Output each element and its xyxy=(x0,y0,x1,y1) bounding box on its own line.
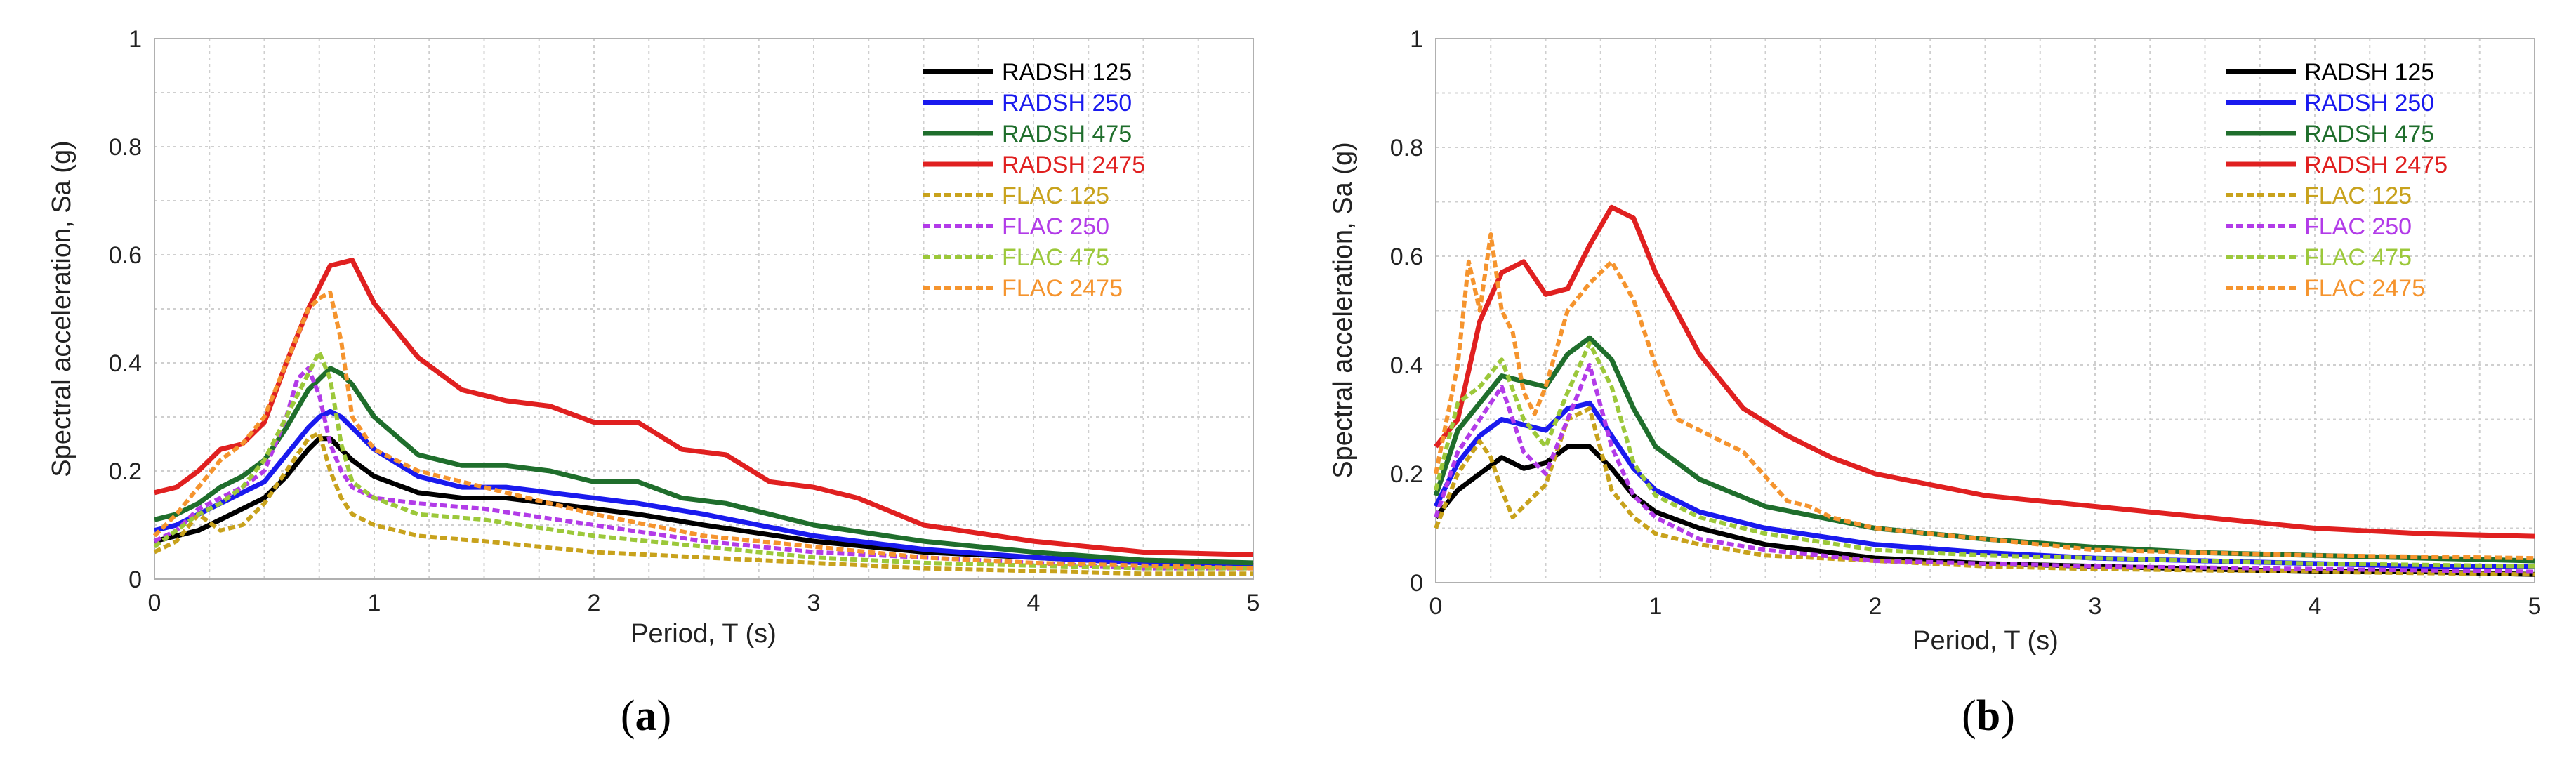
y-axis-label-b: Spectral acceleration, Sa (g) xyxy=(1328,142,1358,478)
x-tick-label: 0 xyxy=(1429,593,1443,620)
legend-label-radsh-250: RADSH 250 xyxy=(2304,90,2434,117)
legend-label-flac-250: FLAC 250 xyxy=(2304,213,2412,240)
panel-label-b-open: ( xyxy=(1962,692,1976,740)
legend-b: RADSH 125 RADSH 250 RADSH 475 RADSH 2475 FLA… xyxy=(2226,59,2448,302)
y-tick-label: 0.8 xyxy=(109,134,142,161)
y-tick-label: 0.6 xyxy=(1390,244,1423,270)
series-lines-b xyxy=(1433,204,2535,577)
y-tick-label: 0.6 xyxy=(109,242,142,269)
x-tick-label: 4 xyxy=(2309,593,2322,620)
series-line-flac-2475-b xyxy=(1434,232,2535,561)
series-lines-a xyxy=(152,258,1254,576)
x-tick-labels-a: 0 1 2 3 4 5 xyxy=(148,590,1260,616)
series-line-radsh-475-a xyxy=(154,366,1254,566)
y-axis-label-a: Spectral acceleration, Sa (g) xyxy=(47,140,77,477)
panel-label-a-close: ) xyxy=(657,692,672,740)
x-tick-label: 2 xyxy=(588,590,601,616)
legend-label-flac-475: FLAC 475 xyxy=(1002,244,1109,271)
legend-label-flac-2475: FLAC 2475 xyxy=(1002,275,1123,302)
legend-label-radsh-2475: RADSH 2475 xyxy=(1002,152,1145,178)
panel-label-a-letter: a xyxy=(635,692,657,740)
series-line-flac-250-b xyxy=(1434,363,2535,574)
y-tick-label: 0 xyxy=(1410,570,1423,597)
legend-label-flac-2475: FLAC 2475 xyxy=(2304,275,2425,302)
x-tick-label: 5 xyxy=(2528,593,2542,620)
series-line-flac-125-a xyxy=(153,431,1253,576)
legend-label-radsh-125: RADSH 125 xyxy=(2304,59,2434,86)
y-tick-label: 0.2 xyxy=(1390,461,1423,488)
x-tick-label: 3 xyxy=(807,590,821,616)
chart-panel-b: 0 0.2 0.4 0.6 0.8 1 0 1 2 3 4 5 Spectral accelerat… xyxy=(1328,26,2541,740)
series-line-radsh-2475-b xyxy=(1434,204,2535,539)
plot-area-frame-b xyxy=(1435,38,2535,583)
x-axis-label-a: Period, T (s) xyxy=(630,619,777,649)
x-tick-label: 0 xyxy=(148,590,161,616)
series-line-flac-2475-a xyxy=(152,290,1254,571)
x-tick-label: 1 xyxy=(1649,593,1663,620)
y-tick-label: 0.2 xyxy=(109,458,142,485)
y-tick-labels-a: 0 0.2 0.4 0.6 0.8 1 xyxy=(109,26,142,593)
legend-a: RADSH 125 RADSH 250 RADSH 475 RADSH 2475 FLA… xyxy=(923,59,1145,302)
x-tick-label: 3 xyxy=(2089,593,2102,620)
grid-lines-b xyxy=(1436,39,2535,583)
y-tick-label: 0.4 xyxy=(1390,352,1423,379)
panel-label-b-letter: b xyxy=(1976,692,2000,740)
panel-label-b: (b) xyxy=(1962,692,2015,740)
panel-label-a: (a) xyxy=(621,692,671,740)
series-line-radsh-250-b xyxy=(1433,400,2535,569)
legend-label-radsh-250: RADSH 250 xyxy=(1002,90,1132,117)
legend-label-radsh-125: RADSH 125 xyxy=(1002,59,1132,86)
grid-lines-a xyxy=(154,39,1253,579)
y-tick-label: 1 xyxy=(1410,26,1423,53)
chart-panel-a: 0 0.2 0.4 0.6 0.8 1 0 1 2 3 4 5 Spectral accelerat… xyxy=(47,26,1260,740)
y-tick-label: 0.4 xyxy=(109,350,142,377)
panel-label-b-close: ) xyxy=(2000,692,2015,740)
plot-area-frame-a xyxy=(154,38,1254,580)
legend-label-flac-125: FLAC 125 xyxy=(2304,182,2412,209)
y-tick-label: 0 xyxy=(128,566,142,593)
series-line-radsh-250-a xyxy=(154,409,1254,569)
x-tick-label: 1 xyxy=(368,590,381,616)
x-tick-labels-b: 0 1 2 3 4 5 xyxy=(1429,593,2542,620)
series-line-flac-125-b xyxy=(1434,406,2535,577)
panel-label-a-open: ( xyxy=(621,692,635,740)
y-tick-label: 0.8 xyxy=(1390,135,1423,161)
series-line-radsh-475-b xyxy=(1433,335,2535,564)
x-axis-label-b: Period, T (s) xyxy=(1913,626,2059,656)
x-tick-label: 2 xyxy=(1869,593,1882,620)
y-tick-label: 1 xyxy=(128,26,142,53)
legend-label-flac-475: FLAC 475 xyxy=(2304,244,2412,271)
legend-label-flac-250: FLAC 250 xyxy=(1002,213,1109,240)
legend-label-radsh-475: RADSH 475 xyxy=(2304,121,2434,147)
x-tick-label: 4 xyxy=(1027,590,1041,616)
series-line-flac-475-b xyxy=(1434,341,2535,569)
legend-label-radsh-2475: RADSH 2475 xyxy=(2304,152,2448,178)
x-tick-label: 5 xyxy=(1247,590,1260,616)
legend-label-radsh-475: RADSH 475 xyxy=(1002,121,1132,147)
legend-label-flac-125: FLAC 125 xyxy=(1002,182,1109,209)
series-line-radsh-125-a xyxy=(154,436,1254,569)
y-tick-labels-b: 0 0.2 0.4 0.6 0.8 1 xyxy=(1390,26,1423,597)
